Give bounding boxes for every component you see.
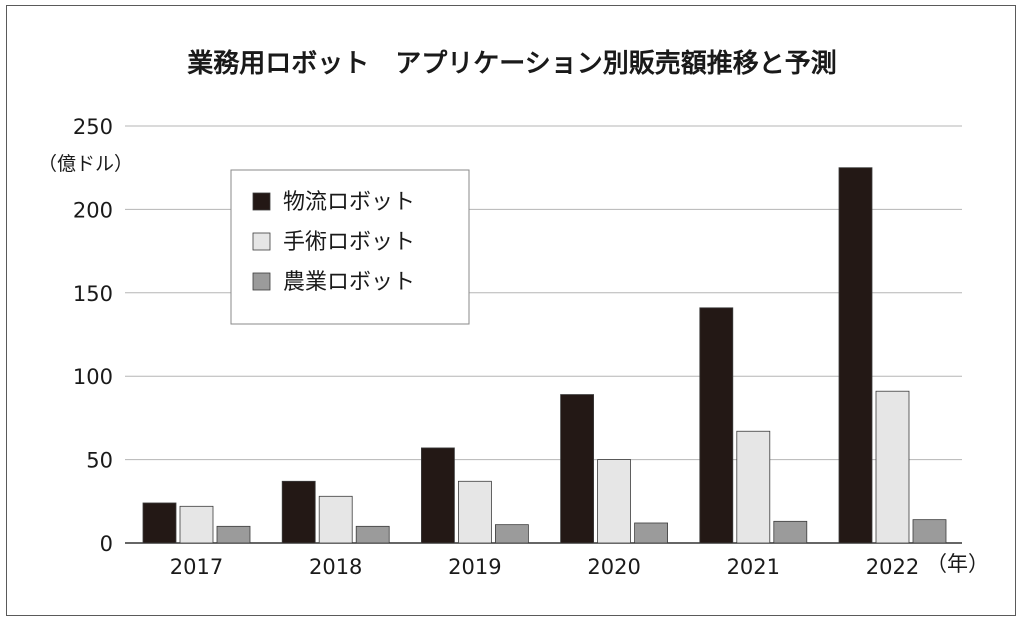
bar xyxy=(457,480,492,544)
legend-label: 手術ロボット xyxy=(283,230,415,255)
y-tick-label: 50 xyxy=(86,449,113,473)
bar xyxy=(736,430,771,544)
bar xyxy=(420,447,455,544)
legend-label: 農業ロボット xyxy=(283,270,415,295)
bar xyxy=(912,519,947,544)
legend-label: 物流ロボット xyxy=(283,190,415,215)
bar xyxy=(560,394,594,544)
bar xyxy=(318,495,353,544)
y-tick-label: 150 xyxy=(73,282,113,306)
bar xyxy=(494,524,529,544)
x-axis-ticks: 2017 2018 2019 2020 2021 2022 xyxy=(170,555,919,579)
bar xyxy=(838,167,873,544)
bar xyxy=(142,502,177,544)
y-tick-label: 100 xyxy=(73,365,113,389)
bar xyxy=(773,520,808,544)
bars xyxy=(142,167,947,544)
y-tick-label: 200 xyxy=(73,198,113,222)
legend-swatch xyxy=(252,232,271,251)
legend-swatch xyxy=(252,272,271,291)
bar xyxy=(597,459,631,544)
legend-swatch xyxy=(252,192,271,211)
x-tick-label: 2020 xyxy=(587,555,640,579)
y-tick-label: 0 xyxy=(100,532,113,556)
bar xyxy=(634,522,668,544)
x-tick-label: 2018 xyxy=(309,555,362,579)
y-axis-ticks: 0 50 100 150 200 250 xyxy=(73,115,113,556)
chart-title: 業務用ロボット アプリケーション別販売額推移と予測 xyxy=(187,49,836,79)
bar xyxy=(699,307,734,544)
bar xyxy=(216,525,251,544)
x-tick-label: 2017 xyxy=(170,555,223,579)
bar xyxy=(281,480,316,544)
x-unit-label: （年） xyxy=(926,552,989,576)
bar xyxy=(875,390,910,544)
x-tick-label: 2019 xyxy=(448,555,501,579)
y-tick-label: 250 xyxy=(73,115,113,139)
x-tick-label: 2022 xyxy=(866,555,919,579)
legend-box xyxy=(230,169,470,325)
x-tick-label: 2021 xyxy=(727,555,780,579)
bar xyxy=(355,525,390,544)
y-unit-label: （億ドル） xyxy=(38,153,133,175)
bar xyxy=(179,505,214,544)
